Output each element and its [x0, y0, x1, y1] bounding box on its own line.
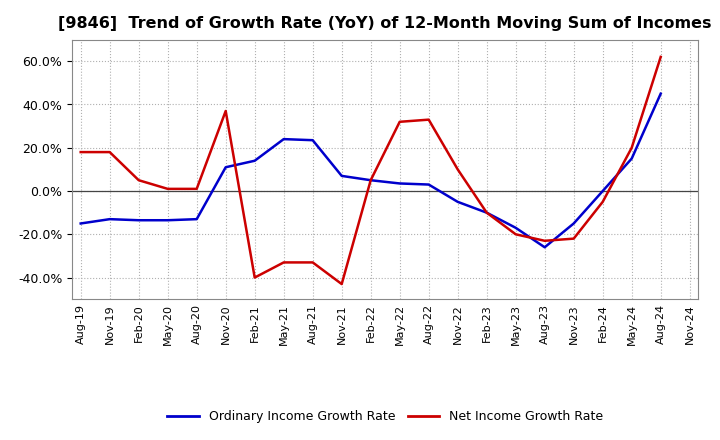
Legend: Ordinary Income Growth Rate, Net Income Growth Rate: Ordinary Income Growth Rate, Net Income …: [163, 405, 608, 428]
Title: [9846]  Trend of Growth Rate (YoY) of 12-Month Moving Sum of Incomes: [9846] Trend of Growth Rate (YoY) of 12-…: [58, 16, 712, 32]
